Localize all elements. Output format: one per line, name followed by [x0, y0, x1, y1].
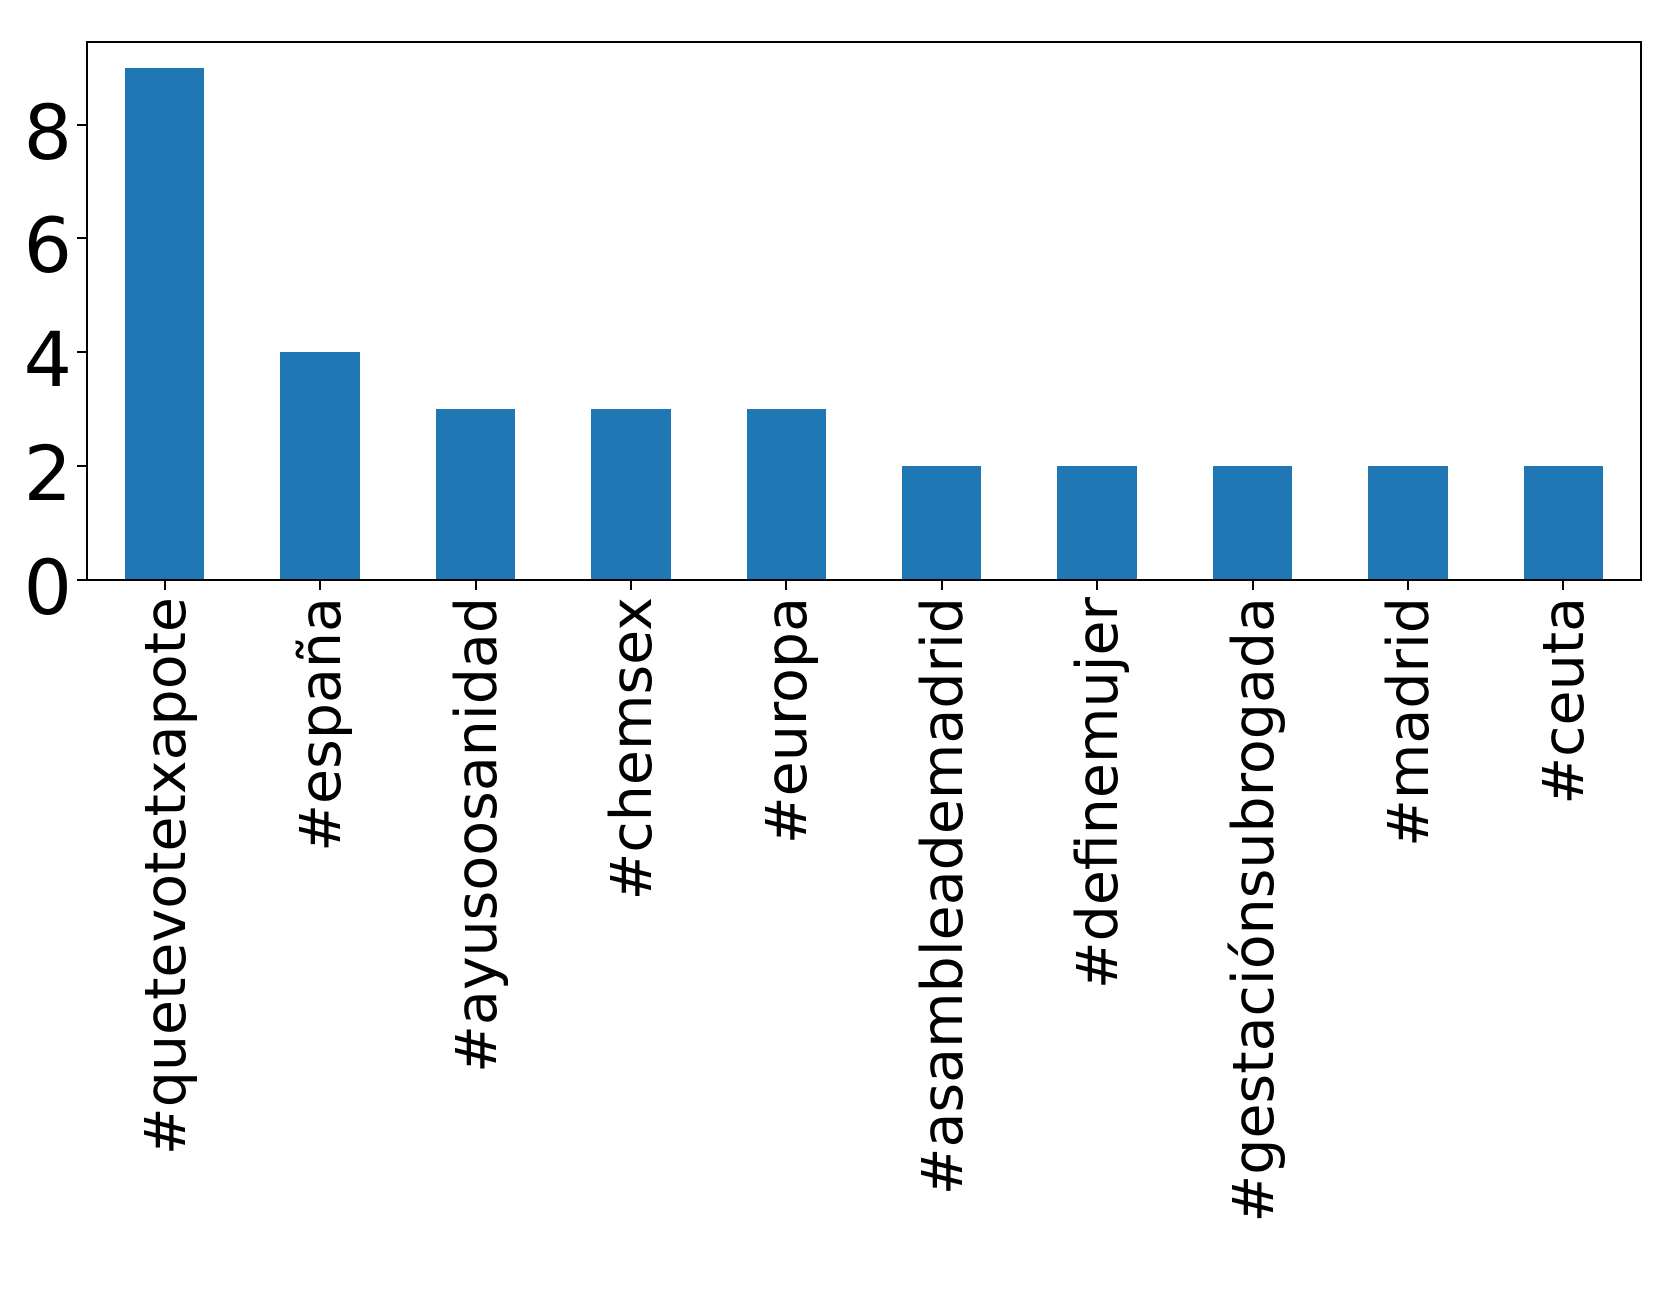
y-tick-label-8: 8: [23, 87, 72, 177]
x-tick-mark-#gestaciónsubrogada: [1251, 580, 1254, 590]
x-tick-mark-#asambleademadrid: [940, 580, 943, 590]
x-tick-label-#ceuta: #ceuta: [1531, 597, 1598, 805]
x-tick-label-#madrid: #madrid: [1375, 597, 1442, 847]
x-tick-mark-#chemsex: [629, 580, 632, 590]
bar-#ceuta: [1523, 466, 1603, 580]
y-tick-mark-8: [77, 123, 87, 126]
bar-#ayusoosanidad: [435, 409, 516, 580]
y-tick-mark-0: [77, 579, 87, 581]
bar-#españa: [280, 352, 360, 580]
y-tick-mark-6: [77, 237, 87, 240]
bar-#europa: [746, 409, 826, 580]
bar-#chemsex: [591, 409, 671, 580]
bar-#quetevotetxapote: [125, 67, 205, 580]
x-tick-mark-#quetevotetxapote: [163, 580, 166, 590]
x-tick-label-#gestaciónsubrogada: #gestaciónsubrogada: [1220, 597, 1287, 1223]
x-tick-label-#quetevotetxapote: #quetevotetxapote: [132, 597, 199, 1156]
x-tick-label-#ayusoosanidad: #ayusoosanidad: [443, 597, 510, 1073]
bar-#gestaciónsubrogada: [1212, 466, 1293, 580]
bar-#asambleademadrid: [902, 466, 982, 580]
x-tick-label-#definemujer: #definemujer: [1065, 597, 1132, 990]
x-tick-mark-#madrid: [1406, 580, 1409, 590]
x-tick-mark-#ayusoosanidad: [474, 580, 477, 590]
x-tick-label-#europa: #europa: [754, 597, 821, 845]
y-tick-label-4: 4: [23, 315, 72, 405]
x-tick-label-#españa: #españa: [288, 597, 355, 852]
x-tick-mark-#ceuta: [1562, 580, 1565, 590]
x-tick-mark-#europa: [785, 580, 788, 590]
y-tick-label-2: 2: [23, 429, 72, 519]
y-tick-mark-4: [77, 351, 87, 354]
x-tick-label-#asambleademadrid: #asambleademadrid: [909, 597, 976, 1196]
x-tick-label-#chemsex: #chemsex: [598, 597, 665, 901]
y-tick-label-6: 6: [23, 201, 72, 291]
plot-area: [86, 41, 1642, 581]
bar-#madrid: [1368, 466, 1448, 580]
bar-#definemujer: [1057, 466, 1137, 580]
y-tick-mark-2: [77, 465, 87, 468]
x-tick-mark-#definemujer: [1096, 580, 1099, 590]
y-tick-label-0: 0: [23, 543, 72, 632]
x-tick-mark-#españa: [319, 580, 322, 590]
